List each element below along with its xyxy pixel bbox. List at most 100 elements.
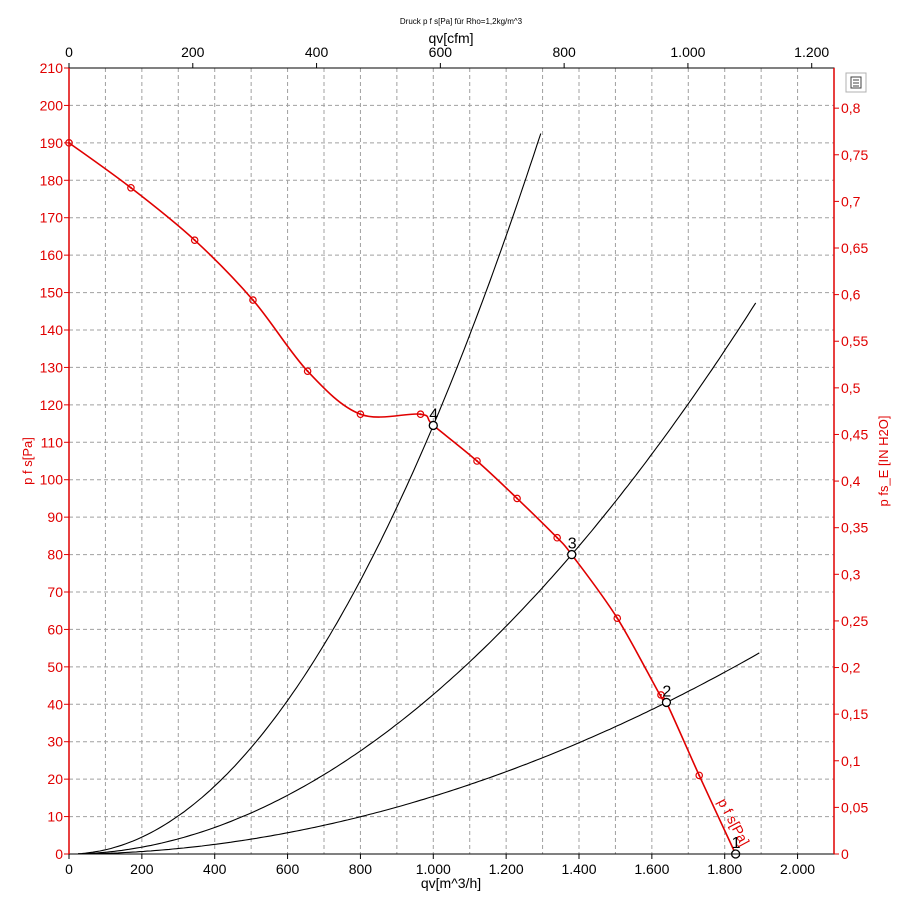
fan-curve-marker (513, 494, 521, 503)
y-tick-label: 10 (47, 809, 63, 825)
zoom-fit-icon[interactable] (845, 72, 867, 93)
operating-point-label-1: 1 (732, 835, 741, 852)
y-tick-label: 200 (40, 97, 64, 113)
y2-tick-label: 0,3 (841, 566, 861, 582)
fan-curve-marker (553, 533, 561, 542)
fan-curve-marker-dot (251, 299, 254, 302)
y-tick-label: 170 (40, 210, 64, 226)
y-tick-label: 30 (47, 734, 63, 750)
operating-points: 4 3 2 1 (428, 406, 741, 859)
y-tick-label: 100 (40, 472, 64, 488)
x-tick-label: 1.600 (634, 861, 669, 877)
fan-curve-group: p f s[Pa] (65, 139, 753, 855)
y-tick-label: 180 (40, 172, 64, 188)
right-axis-label: p fs_E [IN H2O] (876, 415, 891, 506)
fan-curve-marker-dot (476, 460, 478, 462)
y-tick-label: 50 (47, 659, 63, 675)
fan-curve-marker (473, 457, 481, 465)
x-tick-label: 1.200 (489, 861, 524, 877)
y-tick-label: 120 (40, 397, 64, 413)
fan-curve-marker-dot (193, 239, 196, 242)
y-tick-label: 140 (40, 322, 64, 338)
grid (69, 68, 834, 854)
x2-tick-label: 200 (181, 44, 205, 60)
y2-tick-label: 0,35 (841, 520, 868, 536)
y2-tick-label: 0,2 (841, 660, 861, 676)
y-tick-label: 80 (47, 547, 63, 563)
fan-curve-marker (303, 367, 312, 375)
y2-tick-label: 0,65 (841, 240, 868, 256)
y2-tick-label: 0,45 (841, 426, 868, 442)
fan-curve-marker (416, 410, 425, 419)
x-tick-label: 1.000 (416, 861, 451, 877)
y-tick-label: 160 (40, 247, 64, 263)
y-tick-label: 40 (47, 696, 63, 712)
operating-point-label-2: 2 (662, 683, 671, 700)
y2-tick-label: 0,75 (841, 147, 868, 163)
x-tick-label: 800 (349, 861, 373, 877)
fan-curve-marker-dot (129, 186, 132, 189)
plot-frame (68, 67, 835, 855)
operating-point-label-3: 3 (568, 536, 577, 553)
x-tick-label: 400 (203, 861, 227, 877)
x-tick-label: 0 (65, 861, 73, 877)
left-axis-label: p f s[Pa] (20, 437, 35, 485)
fan-curve-marker-dot (659, 693, 662, 696)
y-tick-label: 210 (40, 60, 64, 76)
y2-tick-label: 0,8 (841, 100, 861, 116)
operating-point-2 (661, 697, 672, 708)
y2-tick-label: 0,15 (841, 706, 868, 722)
fan-curve-marker (249, 296, 257, 304)
fan-curve-marker (695, 771, 704, 780)
x2-tick-label: 0 (65, 44, 73, 60)
fan-curve-marker (127, 183, 135, 192)
y2-tick-label: 0,1 (841, 753, 861, 769)
y-tick-label: 20 (47, 771, 63, 787)
y-tick-label: 60 (47, 621, 63, 637)
y2-tick-label: 0,55 (841, 333, 868, 349)
top-axis-label: qv[cfm] (428, 30, 473, 46)
x-tick-label: 2.000 (780, 861, 815, 877)
ticks: 0 200 400 600 800 1.000 1.200 1.400 1.600 1.800 2.… (40, 44, 869, 877)
y2-tick-label: 0 (841, 846, 849, 862)
x-tick-label: 1.800 (707, 861, 742, 877)
y-tick-label: 0 (55, 846, 63, 862)
bottom-axis-label: qv[m^3/h] (421, 875, 481, 891)
x2-tick-label: 1.200 (794, 44, 829, 60)
x2-tick-label: 1.000 (670, 44, 705, 60)
y-tick-label: 150 (40, 285, 64, 301)
fan-curve-marker (356, 410, 365, 419)
y2-tick-label: 0,7 (841, 193, 861, 209)
system-curve-3 (78, 652, 760, 855)
fan-curve-marker-dot (698, 774, 701, 777)
fan-curve-marker (190, 236, 199, 244)
x2-tick-label: 600 (429, 44, 453, 60)
system-curve-1 (78, 133, 542, 855)
fan-curve-line (68, 142, 737, 855)
y2-tick-label: 0,6 (841, 287, 861, 303)
y2-tick-label: 0,5 (841, 380, 861, 396)
fan-curve-marker (657, 691, 665, 699)
y2-tick-label: 0,05 (841, 799, 868, 815)
operating-point-4 (428, 420, 438, 431)
x-tick-label: 200 (130, 861, 154, 877)
y2-tick-label: 0,25 (841, 613, 868, 629)
operating-point-label-4: 4 (429, 406, 438, 423)
chart-title: Druck p f s[Pa] für Rho=1,2kg/m^3 (400, 17, 523, 26)
plot-border (68, 67, 835, 855)
y-tick-label: 90 (47, 509, 63, 525)
y-tick-label: 130 (40, 359, 64, 375)
fan-curve-marker-dot (359, 413, 362, 416)
x2-tick-label: 800 (552, 44, 576, 60)
y-tick-label: 70 (47, 584, 63, 600)
fan-curve-marker (613, 614, 622, 623)
operating-point-3 (567, 549, 577, 560)
fan-curve-marker-dot (306, 370, 309, 373)
x-tick-label: 1.400 (561, 861, 596, 877)
system-curves (78, 133, 760, 855)
fan-curve-marker-dot (616, 617, 619, 620)
fan-curve-marker-dot (419, 413, 422, 416)
fan-curve-marker-dot (516, 497, 519, 500)
x2-tick-label: 400 (305, 44, 329, 60)
